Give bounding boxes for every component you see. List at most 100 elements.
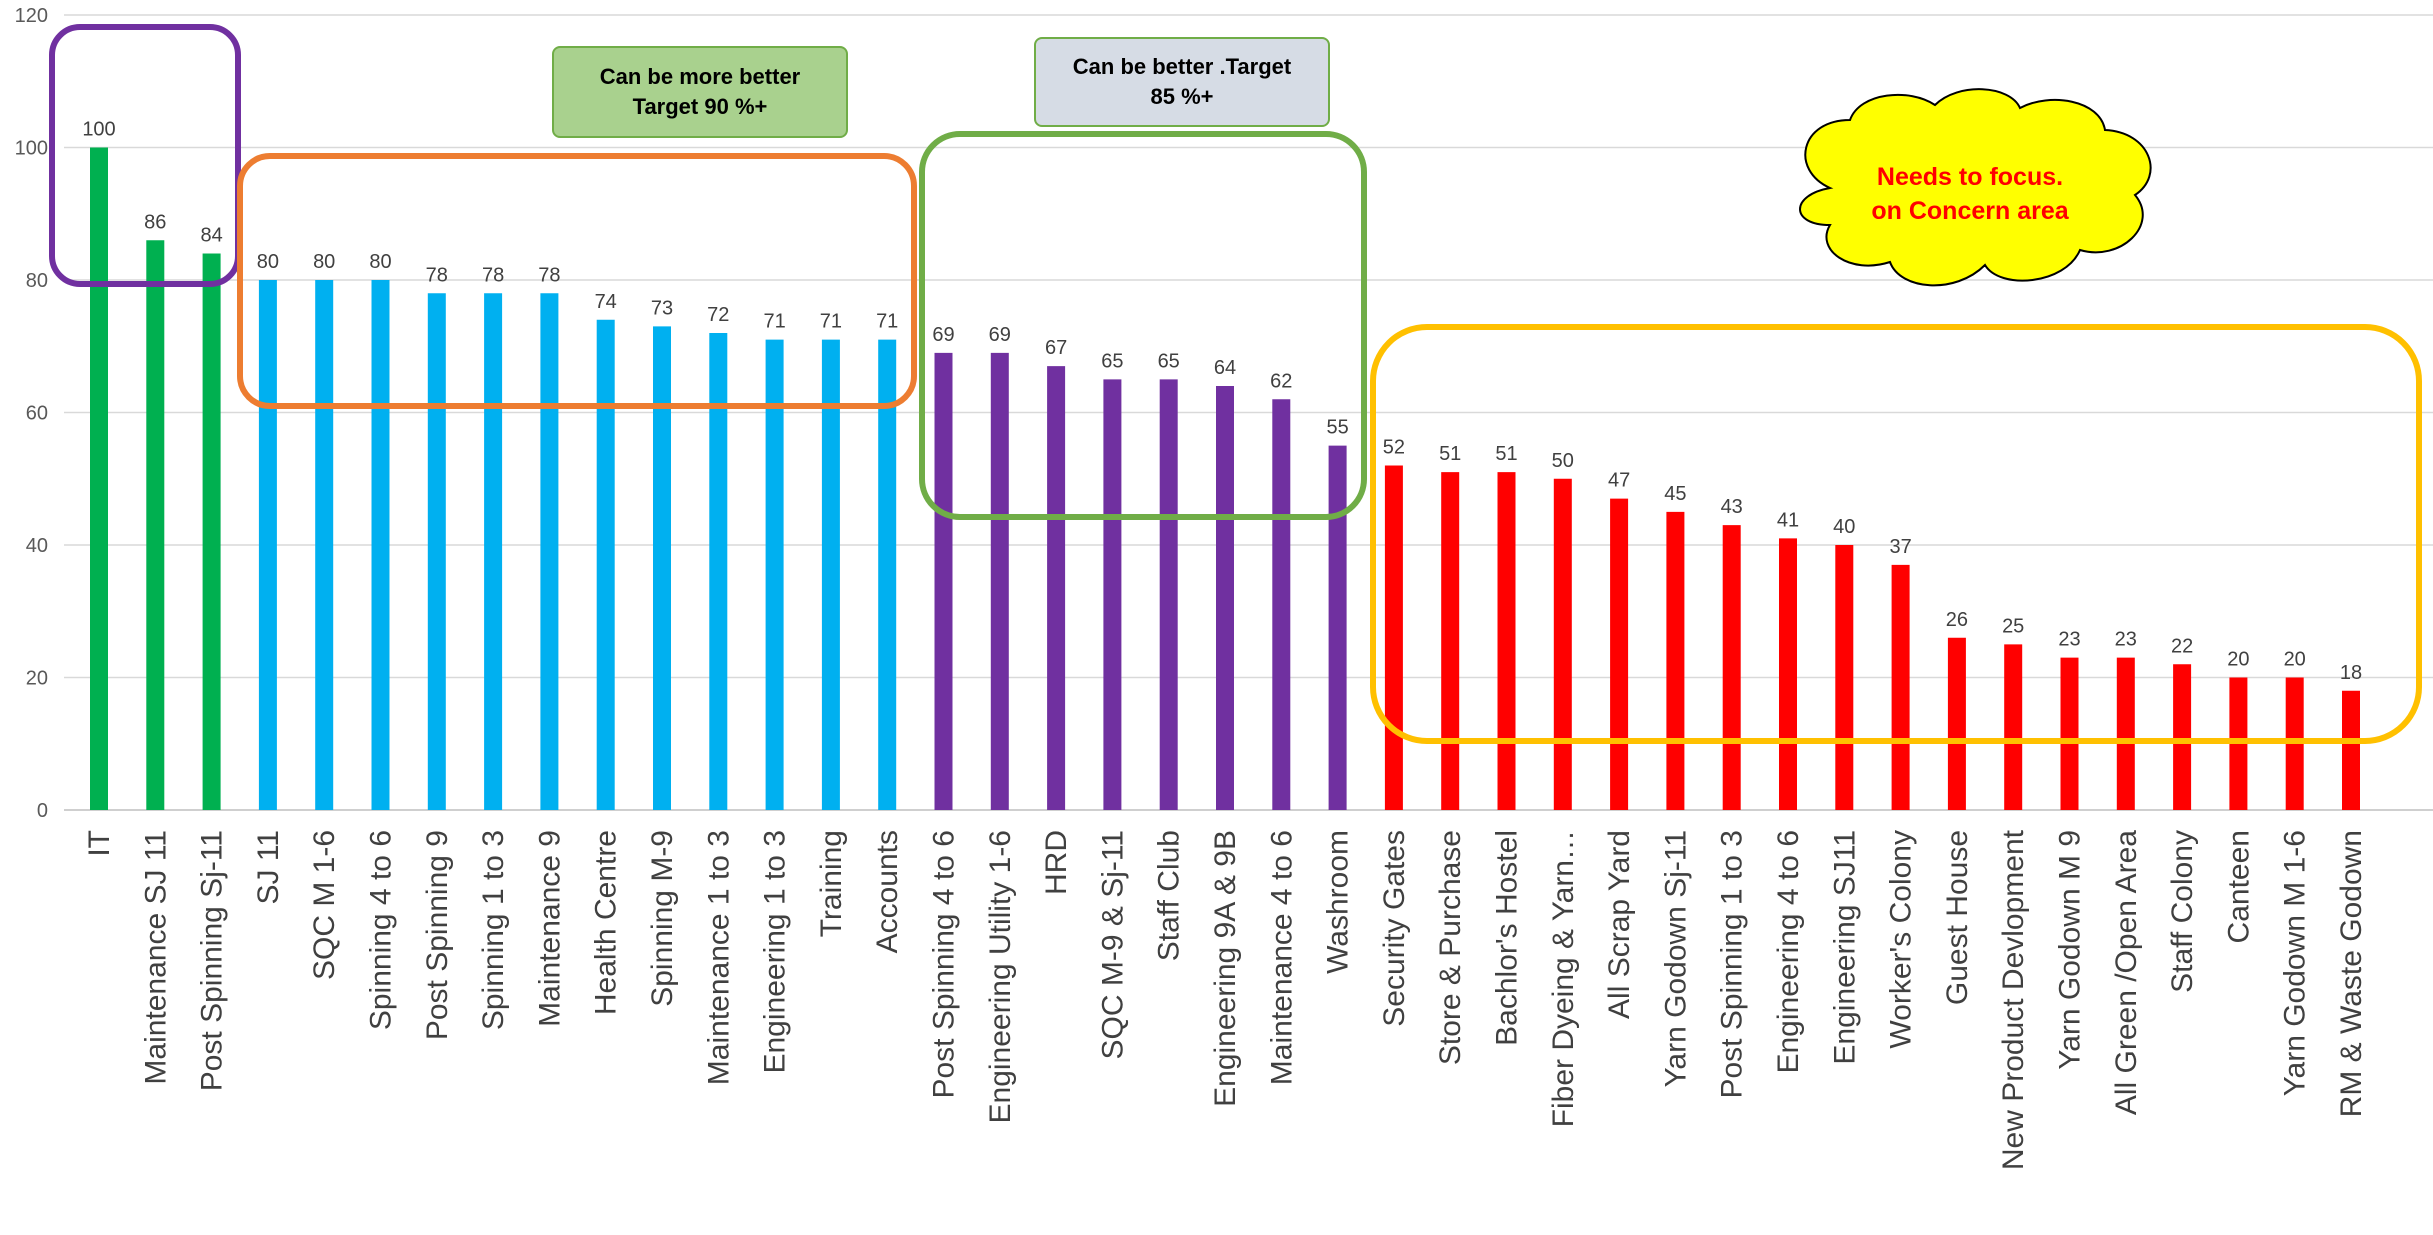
x-tick-label: IT: [83, 830, 116, 857]
x-tick-label: Engineering Utility 1-6: [984, 830, 1017, 1123]
y-tick-label: 80: [26, 270, 48, 292]
data-label: 18: [2340, 662, 2362, 684]
focus-cloud-text: Needs to focus. on Concern area: [1800, 150, 2140, 240]
x-tick-label: Yarn Godown M 1-6: [2279, 830, 2312, 1096]
data-label: 74: [595, 291, 617, 313]
bars: [90, 147, 2360, 810]
x-tick-label: Post Spinning Sj-11: [196, 830, 229, 1091]
x-tick-label: Engineering 9A & 9B: [1209, 830, 1242, 1107]
bar: [878, 339, 897, 810]
x-tick-label: Yarn Godown M 9: [2054, 830, 2087, 1070]
bar: [934, 352, 953, 810]
data-label: 23: [2115, 629, 2137, 651]
target-85-callout-line1: Can be better .Target: [1072, 54, 1292, 80]
data-label: 80: [257, 251, 279, 273]
bar: [1947, 637, 1966, 810]
x-tick-label: Guest House: [1941, 830, 1974, 1005]
data-label: 78: [482, 264, 504, 286]
data-label: 52: [1383, 437, 1405, 459]
data-label: 26: [1946, 609, 1968, 631]
bar: [653, 326, 671, 810]
bar: [1103, 379, 1122, 810]
target-90-callout-line2: Target 90 %+: [632, 94, 768, 119]
x-tick-label: Maintenance SJ 11: [139, 830, 172, 1085]
data-label: 25: [2002, 615, 2024, 637]
cloud-shape: [1799, 88, 2152, 287]
x-tick-label: Engineering 4 to 6: [1772, 830, 1805, 1074]
bar: [1835, 545, 1854, 810]
data-label: 84: [200, 225, 222, 247]
data-label: 40: [1833, 516, 1855, 538]
target-85-callout: Can be better .Target 85 %+: [1034, 37, 1330, 127]
bar: [1666, 511, 1685, 810]
bar: [1047, 366, 1066, 810]
data-label: 71: [876, 311, 898, 333]
x-tick-label: RM & Waste Godown: [2335, 830, 2368, 1117]
data-label: 72: [707, 304, 729, 326]
y-tick-label: 100: [15, 138, 48, 160]
bar: [990, 352, 1009, 810]
x-tick-label: Engineering SJ11: [1828, 830, 1861, 1065]
bar: [1553, 478, 1572, 810]
bar: [1779, 538, 1797, 810]
x-tick-label: Canteen: [2222, 830, 2255, 943]
bar: [2116, 657, 2135, 810]
x-tick-label: Staff Colony: [2166, 830, 2199, 993]
x-tick-label: Spinning 4 to 6: [365, 830, 398, 1030]
data-label: 80: [313, 251, 335, 273]
data-label: 69: [989, 324, 1011, 346]
data-label: 43: [1721, 496, 1743, 518]
target-85-callout-line2: 85 %+: [1150, 84, 1214, 109]
bar: [540, 293, 559, 810]
x-tick-label: Yarn Godown Sj-11: [1659, 830, 1692, 1087]
x-tick-label: Bachlor's Hostel: [1491, 830, 1524, 1046]
data-label: 86: [144, 211, 166, 233]
data-label: 20: [2227, 649, 2249, 671]
bar: [1272, 399, 1291, 810]
x-tick-label: Worker's Colony: [1885, 830, 1918, 1049]
x-tick-label: Maintenance 4 to 6: [1265, 830, 1298, 1085]
x-tick-label: Accounts: [871, 830, 904, 953]
x-tick-label: Maintenance 1 to 3: [702, 830, 735, 1085]
x-tick-label: Spinning 1 to 3: [477, 830, 510, 1030]
bar: [1216, 386, 1234, 810]
bar: [1384, 465, 1403, 810]
data-label: 67: [1045, 337, 1067, 359]
bar: [1610, 498, 1629, 810]
x-tick-label: Washroom: [1322, 830, 1355, 974]
x-tick-label: Health Centre: [590, 830, 623, 1015]
x-tick-label: Post Spinning 1 to 3: [1716, 830, 1749, 1099]
data-label: 71: [763, 311, 785, 333]
bar: [1159, 379, 1178, 810]
data-label: 50: [1552, 450, 1574, 472]
x-tick-label: HRD: [1040, 830, 1073, 895]
data-label: 71: [820, 311, 842, 333]
data-label: 22: [2171, 635, 2193, 657]
bar: [146, 240, 165, 810]
x-tick-label: Post Spinning 4 to 6: [928, 830, 961, 1099]
bar: [765, 339, 784, 810]
data-labels: 100 86 84 80 80 80 78 78 78 74 73 72 71 71 71 69 69 67 65 6…: [82, 119, 2362, 684]
x-tick-label: Store & Purchase: [1434, 830, 1467, 1065]
x-tick-label: New Product Devlopment: [1997, 829, 2030, 1170]
y-tick-label: 20: [26, 668, 48, 690]
x-tick-label: Fiber Dyeing & Yarn…: [1547, 830, 1580, 1127]
x-tick-label: SQC M 1-6: [308, 830, 341, 980]
bar: [371, 280, 390, 810]
bar: [709, 333, 728, 810]
data-label: 65: [1101, 350, 1123, 372]
purple-group-outline: [919, 131, 1367, 520]
focus-cloud-line1: Needs to focus.: [1876, 163, 2064, 192]
data-label: 55: [1326, 417, 1348, 439]
bar: [484, 293, 503, 810]
bar: [90, 147, 108, 810]
bar: [2342, 690, 2360, 810]
bar: [258, 280, 277, 810]
red-group-outline: [1370, 324, 2422, 744]
x-tick-label: SQC M-9 & Sj-11: [1096, 830, 1129, 1060]
bar: [1722, 525, 1741, 810]
data-label: 69: [932, 324, 954, 346]
x-tick-label: Security Gates: [1378, 830, 1411, 1027]
data-label: 64: [1214, 357, 1236, 379]
